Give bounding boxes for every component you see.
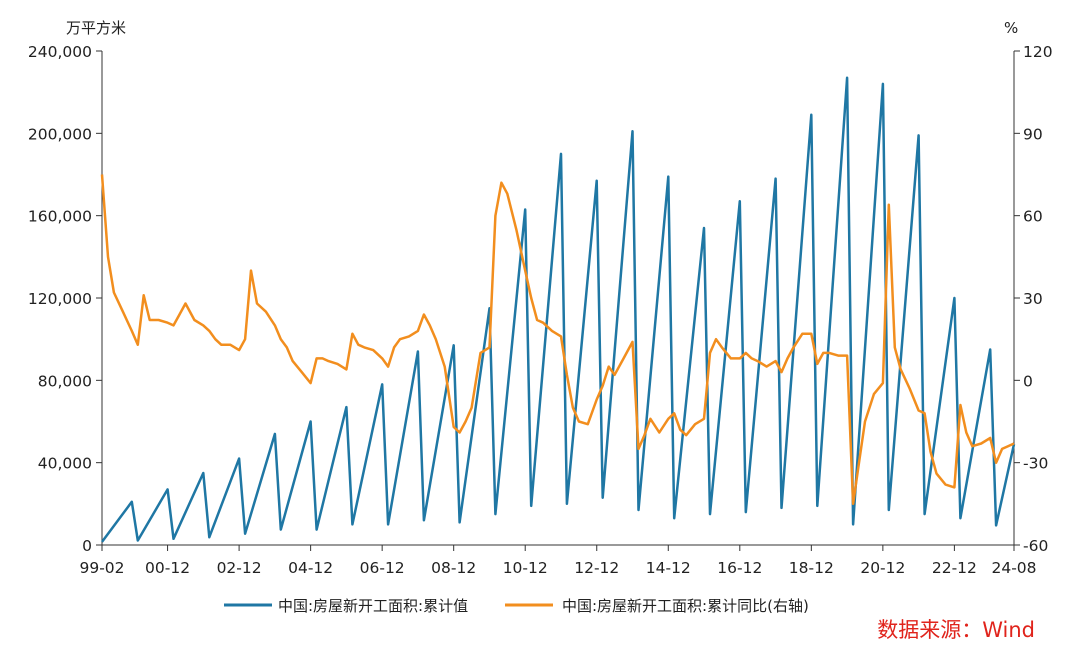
plot-area xyxy=(100,76,1016,543)
x-tick-label: 14-12 xyxy=(646,559,691,577)
source-note: 数据来源：Wind xyxy=(877,618,1035,642)
x-tick-label: 10-12 xyxy=(503,559,548,577)
left-axis-unit: 万平方米 xyxy=(66,19,126,37)
x-tick-label: 18-12 xyxy=(789,559,834,577)
left-tick-label: 0 xyxy=(82,537,92,555)
x-tick-label: 08-12 xyxy=(431,559,476,577)
right-tick-label: 0 xyxy=(1023,372,1033,390)
x-tick-label: 12-12 xyxy=(574,559,619,577)
legend-label-area: 中国:房屋新开工面积:累计值 xyxy=(278,597,468,615)
x-tick-label: 24-08 xyxy=(991,559,1036,577)
left-tick-label: 200,000 xyxy=(28,125,92,143)
right-tick-label: 60 xyxy=(1023,208,1043,226)
left-tick-label: 160,000 xyxy=(28,208,92,226)
right-tick-label: -30 xyxy=(1023,455,1048,473)
right-tick-label: 30 xyxy=(1023,290,1043,308)
left-tick-label: 40,000 xyxy=(38,455,92,473)
right-tick-label: -60 xyxy=(1023,537,1048,555)
x-tick-label: 06-12 xyxy=(360,559,405,577)
x-tick-label: 16-12 xyxy=(717,559,762,577)
right-axis-unit: % xyxy=(1004,19,1018,37)
x-tick-label: 22-12 xyxy=(932,559,977,577)
series-line-yoy xyxy=(100,174,1015,506)
x-axis: 99-02 00-12 02-12 04-12 06-12 08-12 10-12 12-12… xyxy=(79,545,1037,577)
left-tick-label: 120,000 xyxy=(28,290,92,308)
legend: 中国:房屋新开工面积:累计值 中国:房屋新开工面积:累计同比(右轴) xyxy=(224,597,809,615)
left-tick-label: 240,000 xyxy=(28,43,92,61)
right-tick-label: 90 xyxy=(1023,125,1043,143)
series-line-area xyxy=(100,76,1016,543)
x-tick-label: 20-12 xyxy=(860,559,905,577)
right-axis: -60 -30 0 30 60 90 120 xyxy=(1014,43,1053,555)
x-tick-label: 04-12 xyxy=(288,559,333,577)
axes xyxy=(101,51,1015,546)
left-tick-label: 80,000 xyxy=(38,372,92,390)
x-tick-label: 00-12 xyxy=(145,559,190,577)
right-tick-label: 120 xyxy=(1023,43,1053,61)
x-tick-label: 02-12 xyxy=(217,559,262,577)
x-tick-label: 99-02 xyxy=(79,559,124,577)
left-axis: 0 40,000 80,000 120,000 160,000 200,000 240,00… xyxy=(28,43,102,555)
legend-label-yoy: 中国:房屋新开工面积:累计同比(右轴) xyxy=(562,597,809,615)
